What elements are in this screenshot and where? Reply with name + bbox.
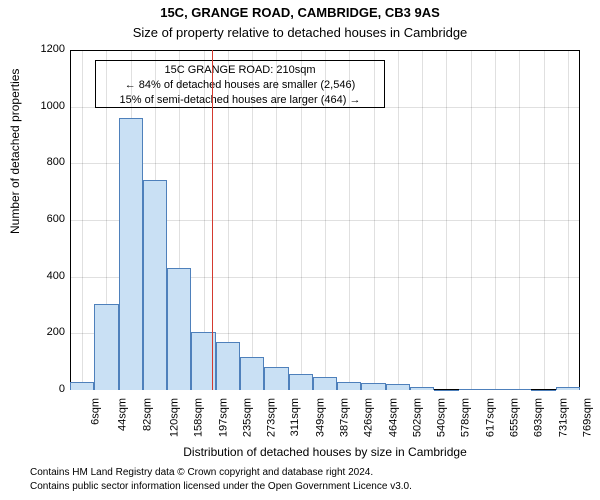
histogram-bar xyxy=(216,342,240,390)
histogram-bar xyxy=(240,357,264,390)
x-tick-label: 464sqm xyxy=(387,398,399,437)
x-tick-label: 197sqm xyxy=(217,398,229,437)
histogram-bar xyxy=(143,180,167,390)
reference-line xyxy=(212,50,213,390)
x-axis-label: Distribution of detached houses by size … xyxy=(70,445,580,459)
y-tick-label: 400 xyxy=(25,270,65,282)
y-tick-label: 1200 xyxy=(25,43,65,55)
footer-line-2: Contains public sector information licen… xyxy=(30,481,412,492)
y-tick-label: 800 xyxy=(25,156,65,168)
x-tick-label: 120sqm xyxy=(169,398,181,437)
annotation-box: 15C GRANGE ROAD: 210sqm ← 84% of detache… xyxy=(95,60,385,108)
x-tick-label: 617sqm xyxy=(484,398,496,437)
gridline-vertical xyxy=(519,50,520,390)
x-tick-label: 6sqm xyxy=(90,398,102,425)
x-tick-label: 426sqm xyxy=(363,398,375,437)
annotation-line-3: 15% of semi-detached houses are larger (… xyxy=(100,93,380,108)
histogram-bar xyxy=(313,377,337,390)
histogram-bar xyxy=(410,387,434,390)
gridline-vertical xyxy=(471,50,472,390)
y-tick-label: 600 xyxy=(25,213,65,225)
histogram-bar xyxy=(70,382,94,391)
x-tick-label: 44sqm xyxy=(117,398,129,431)
y-tick-label: 1000 xyxy=(25,100,65,112)
gridline-vertical xyxy=(495,50,496,390)
histogram-bar xyxy=(556,387,580,390)
gridline-vertical xyxy=(544,50,545,390)
y-tick-label: 0 xyxy=(25,383,65,395)
histogram-bar xyxy=(361,383,385,390)
gridline-vertical xyxy=(252,50,253,390)
gridline-vertical xyxy=(228,50,229,390)
gridline-vertical xyxy=(276,50,277,390)
y-tick-label: 200 xyxy=(25,326,65,338)
histogram-bar xyxy=(119,118,143,390)
chart-container: 15C, GRANGE ROAD, CAMBRIDGE, CB3 9AS Siz… xyxy=(0,0,600,500)
histogram-bar xyxy=(459,389,483,390)
histogram-bar xyxy=(167,268,191,390)
x-tick-label: 235sqm xyxy=(241,398,253,437)
chart-subtitle: Size of property relative to detached ho… xyxy=(0,25,600,40)
x-tick-label: 82sqm xyxy=(141,398,153,431)
histogram-bar xyxy=(337,382,361,391)
x-tick-label: 769sqm xyxy=(581,398,593,437)
gridline-vertical xyxy=(82,50,83,390)
x-tick-label: 540sqm xyxy=(436,398,448,437)
y-axis-label: Number of detached properties xyxy=(8,204,22,234)
x-tick-label: 502sqm xyxy=(411,398,423,437)
histogram-bar xyxy=(386,384,410,390)
x-tick-label: 655sqm xyxy=(509,398,521,437)
histogram-bar xyxy=(94,304,118,390)
histogram-bar xyxy=(289,374,313,390)
gridline-vertical xyxy=(349,50,350,390)
x-tick-label: 158sqm xyxy=(193,398,205,437)
gridline-vertical xyxy=(374,50,375,390)
histogram-bar xyxy=(531,390,555,391)
chart-title: 15C, GRANGE ROAD, CAMBRIDGE, CB3 9AS xyxy=(0,5,600,20)
x-tick-label: 273sqm xyxy=(266,398,278,437)
gridline-vertical xyxy=(301,50,302,390)
x-tick-label: 349sqm xyxy=(314,398,326,437)
histogram-bar xyxy=(434,390,458,391)
histogram-bar xyxy=(507,389,531,390)
x-tick-label: 578sqm xyxy=(460,398,472,437)
x-tick-label: 693sqm xyxy=(533,398,545,437)
gridline-vertical xyxy=(422,50,423,390)
x-tick-label: 311sqm xyxy=(290,398,302,436)
gridline-vertical xyxy=(325,50,326,390)
gridline-vertical xyxy=(398,50,399,390)
gridline-vertical xyxy=(446,50,447,390)
histogram-bar xyxy=(264,367,288,390)
x-tick-label: 387sqm xyxy=(339,398,351,437)
gridline-vertical xyxy=(568,50,569,390)
histogram-bar xyxy=(483,389,507,390)
x-tick-label: 731sqm xyxy=(557,398,569,437)
footer-line-1: Contains HM Land Registry data © Crown c… xyxy=(30,467,373,478)
annotation-line-1: 15C GRANGE ROAD: 210sqm xyxy=(100,63,380,78)
annotation-line-2: ← 84% of detached houses are smaller (2,… xyxy=(100,78,380,93)
